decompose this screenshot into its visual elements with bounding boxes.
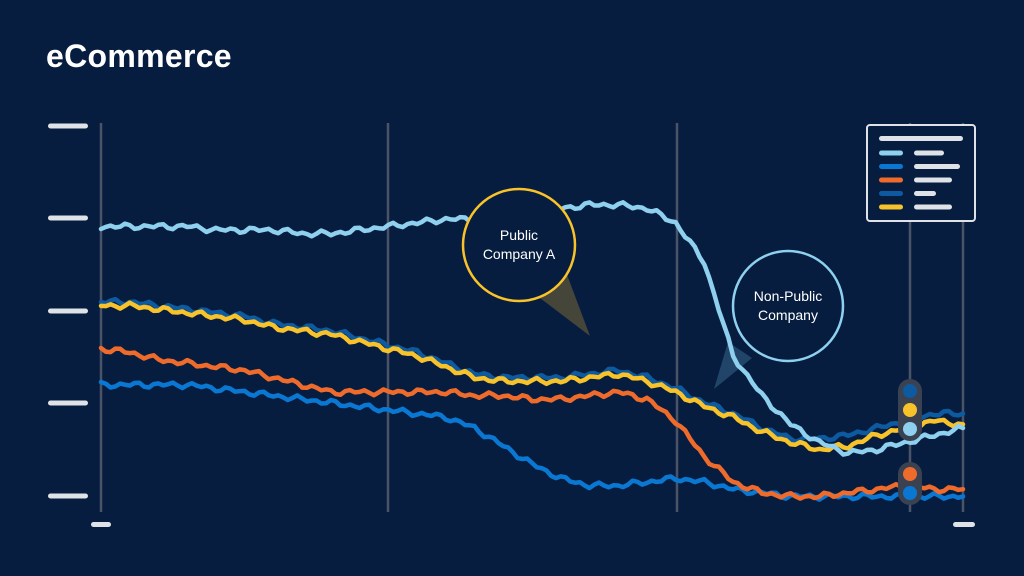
callout-label: Public — [500, 227, 538, 243]
x-tick-placeholder — [91, 522, 111, 527]
end-markers — [898, 379, 922, 505]
callout-circle — [461, 187, 577, 303]
y-tick-placeholder — [48, 215, 88, 221]
callout-tail — [714, 342, 752, 389]
legend-swatch-dark-blue — [879, 191, 903, 196]
y-tick-placeholder — [48, 493, 88, 499]
series-line-blue — [98, 379, 966, 502]
y-tick-placeholder — [48, 308, 88, 314]
x-tick-placeholder — [953, 522, 975, 527]
series-line-orange — [98, 345, 966, 501]
chart-legend — [866, 124, 976, 222]
legend-label-placeholder — [914, 164, 960, 169]
callout-label: Company A — [483, 246, 556, 262]
legend-swatch-yellow — [879, 204, 903, 210]
end-marker-light-blue — [903, 422, 917, 436]
callout-label: Company — [758, 307, 818, 323]
legend-label-placeholder — [914, 204, 952, 210]
y-tick-placeholder — [48, 400, 88, 406]
legend-swatch-light-blue — [879, 150, 903, 156]
legend-swatch-orange — [879, 177, 903, 183]
page-title: eCommerce — [46, 38, 232, 74]
callouts: Public Company A Non-Public Company — [461, 187, 845, 363]
legend-label-placeholder — [914, 150, 944, 156]
end-marker-orange — [903, 467, 917, 481]
series-line-yellow — [98, 300, 966, 453]
end-marker-blue — [903, 486, 917, 500]
end-marker-yellow — [903, 403, 917, 417]
legend-box — [866, 124, 976, 222]
end-marker-dark-blue — [903, 384, 917, 398]
callout-label: Non-Public — [754, 288, 822, 304]
legend-label-placeholder — [914, 191, 936, 196]
legend-label-placeholder — [914, 177, 952, 183]
legend-swatch-blue — [879, 164, 903, 169]
callout-circle — [731, 249, 845, 363]
callout-tails — [540, 272, 752, 389]
legend-title-placeholder — [879, 136, 963, 141]
y-tick-placeholder — [48, 123, 88, 129]
